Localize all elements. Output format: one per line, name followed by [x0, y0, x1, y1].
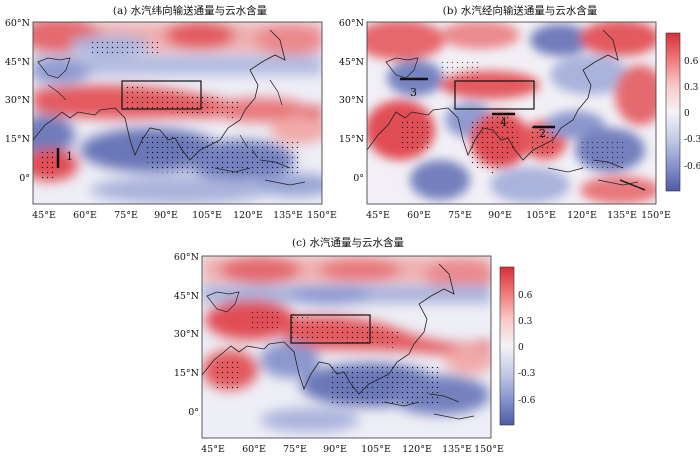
- svg-text:15°N: 15°N: [339, 134, 364, 145]
- colorbar-c: 0.6 0.3 0 -0.3 -0.6: [499, 266, 536, 426]
- svg-text:30°N: 30°N: [339, 95, 364, 106]
- svg-text:60°E: 60°E: [407, 210, 431, 221]
- region-box-a: [121, 80, 202, 110]
- svg-text:0.6: 0.6: [518, 291, 533, 301]
- marker-2: 2: [539, 127, 546, 140]
- svg-text:90°E: 90°E: [488, 210, 512, 221]
- panel-b-lat-ticks: 60°N 45°N 30°N 15°N 0°: [339, 18, 364, 184]
- svg-text:0.3: 0.3: [684, 83, 699, 93]
- svg-text:45°N: 45°N: [339, 57, 364, 68]
- svg-text:60°N: 60°N: [339, 18, 364, 29]
- svg-text:90°E: 90°E: [154, 210, 178, 221]
- svg-text:105°E: 105°E: [526, 210, 556, 221]
- svg-text:60°N: 60°N: [174, 252, 199, 263]
- svg-text:0: 0: [518, 343, 524, 353]
- panel-a: (a) 水汽纬向输送通量与云水含量: [5, 4, 337, 221]
- svg-text:75°E: 75°E: [448, 210, 472, 221]
- svg-text:45°N: 45°N: [174, 291, 199, 302]
- svg-text:105°E: 105°E: [192, 210, 222, 221]
- svg-text:120°E: 120°E: [402, 444, 432, 455]
- svg-text:150°E: 150°E: [641, 210, 671, 221]
- svg-text:15°N: 15°N: [174, 368, 199, 379]
- svg-text:-0.6: -0.6: [684, 162, 700, 172]
- svg-text:120°E: 120°E: [567, 210, 597, 221]
- svg-text:-0.3: -0.3: [518, 369, 536, 379]
- svg-text:-0.6: -0.6: [518, 396, 536, 406]
- svg-text:30°N: 30°N: [5, 95, 30, 106]
- svg-text:45°N: 45°N: [5, 57, 30, 68]
- panel-b-lon-ticks: 45°E 60°E 75°E 90°E 105°E 120°E 135°E 15…: [366, 210, 671, 221]
- panel-b-map: 3 4 2: [367, 22, 656, 204]
- svg-text:0: 0: [684, 109, 690, 119]
- svg-text:0.3: 0.3: [518, 317, 533, 327]
- marker-4: 4: [500, 116, 507, 129]
- marker-3: 3: [410, 86, 417, 99]
- svg-text:15°N: 15°N: [5, 134, 30, 145]
- svg-text:45°E: 45°E: [366, 210, 390, 221]
- svg-text:75°E: 75°E: [283, 444, 307, 455]
- svg-text:75°E: 75°E: [114, 210, 138, 221]
- svg-text:0.6: 0.6: [684, 57, 699, 67]
- panel-a-lat-ticks: 60°N 45°N 30°N 15°N 0°: [5, 18, 30, 184]
- svg-text:135°E: 135°E: [273, 210, 303, 221]
- svg-text:60°N: 60°N: [5, 18, 30, 29]
- panel-b-title: (b) 水汽经向输送通量与云水含量: [443, 4, 598, 17]
- panel-c-title: (c) 水汽通量与云水含量: [292, 236, 404, 249]
- panel-c-lat-ticks: 60°N 45°N 30°N 15°N 0°: [174, 252, 199, 418]
- svg-text:60°E: 60°E: [242, 444, 266, 455]
- region-box-c: [290, 314, 371, 344]
- panel-b: (b) 水汽经向输送通量与云水含量: [339, 4, 700, 221]
- svg-text:0°: 0°: [19, 173, 30, 184]
- svg-text:60°E: 60°E: [73, 210, 97, 221]
- svg-text:135°E: 135°E: [442, 444, 472, 455]
- svg-text:45°E: 45°E: [32, 210, 56, 221]
- svg-text:0°: 0°: [188, 407, 199, 418]
- svg-text:90°E: 90°E: [323, 444, 347, 455]
- svg-text:0°: 0°: [353, 173, 364, 184]
- svg-text:45°E: 45°E: [201, 444, 225, 455]
- region-box-b: [454, 80, 535, 110]
- panel-a-map: 1: [33, 22, 322, 204]
- colorbar-b: 0.6 0.3 0 -0.3 -0.6: [665, 32, 700, 192]
- panel-a-lon-ticks: 45°E 60°E 75°E 90°E 105°E 120°E 135°E 15…: [32, 210, 337, 221]
- svg-text:150°E: 150°E: [307, 210, 337, 221]
- svg-text:120°E: 120°E: [233, 210, 263, 221]
- svg-text:105°E: 105°E: [361, 444, 391, 455]
- panel-c: (c) 水汽通量与云水含量: [174, 236, 536, 455]
- marker-1: 1: [66, 150, 73, 163]
- panel-c-map: [202, 256, 491, 438]
- svg-text:135°E: 135°E: [607, 210, 637, 221]
- svg-text:150°E: 150°E: [474, 444, 504, 455]
- panel-c-lon-ticks: 45°E 60°E 75°E 90°E 105°E 120°E 135°E 15…: [201, 444, 504, 455]
- panel-a-title: (a) 水汽纬向输送通量与云水含量: [113, 4, 268, 17]
- svg-text:30°N: 30°N: [174, 329, 199, 340]
- svg-text:-0.3: -0.3: [684, 135, 700, 145]
